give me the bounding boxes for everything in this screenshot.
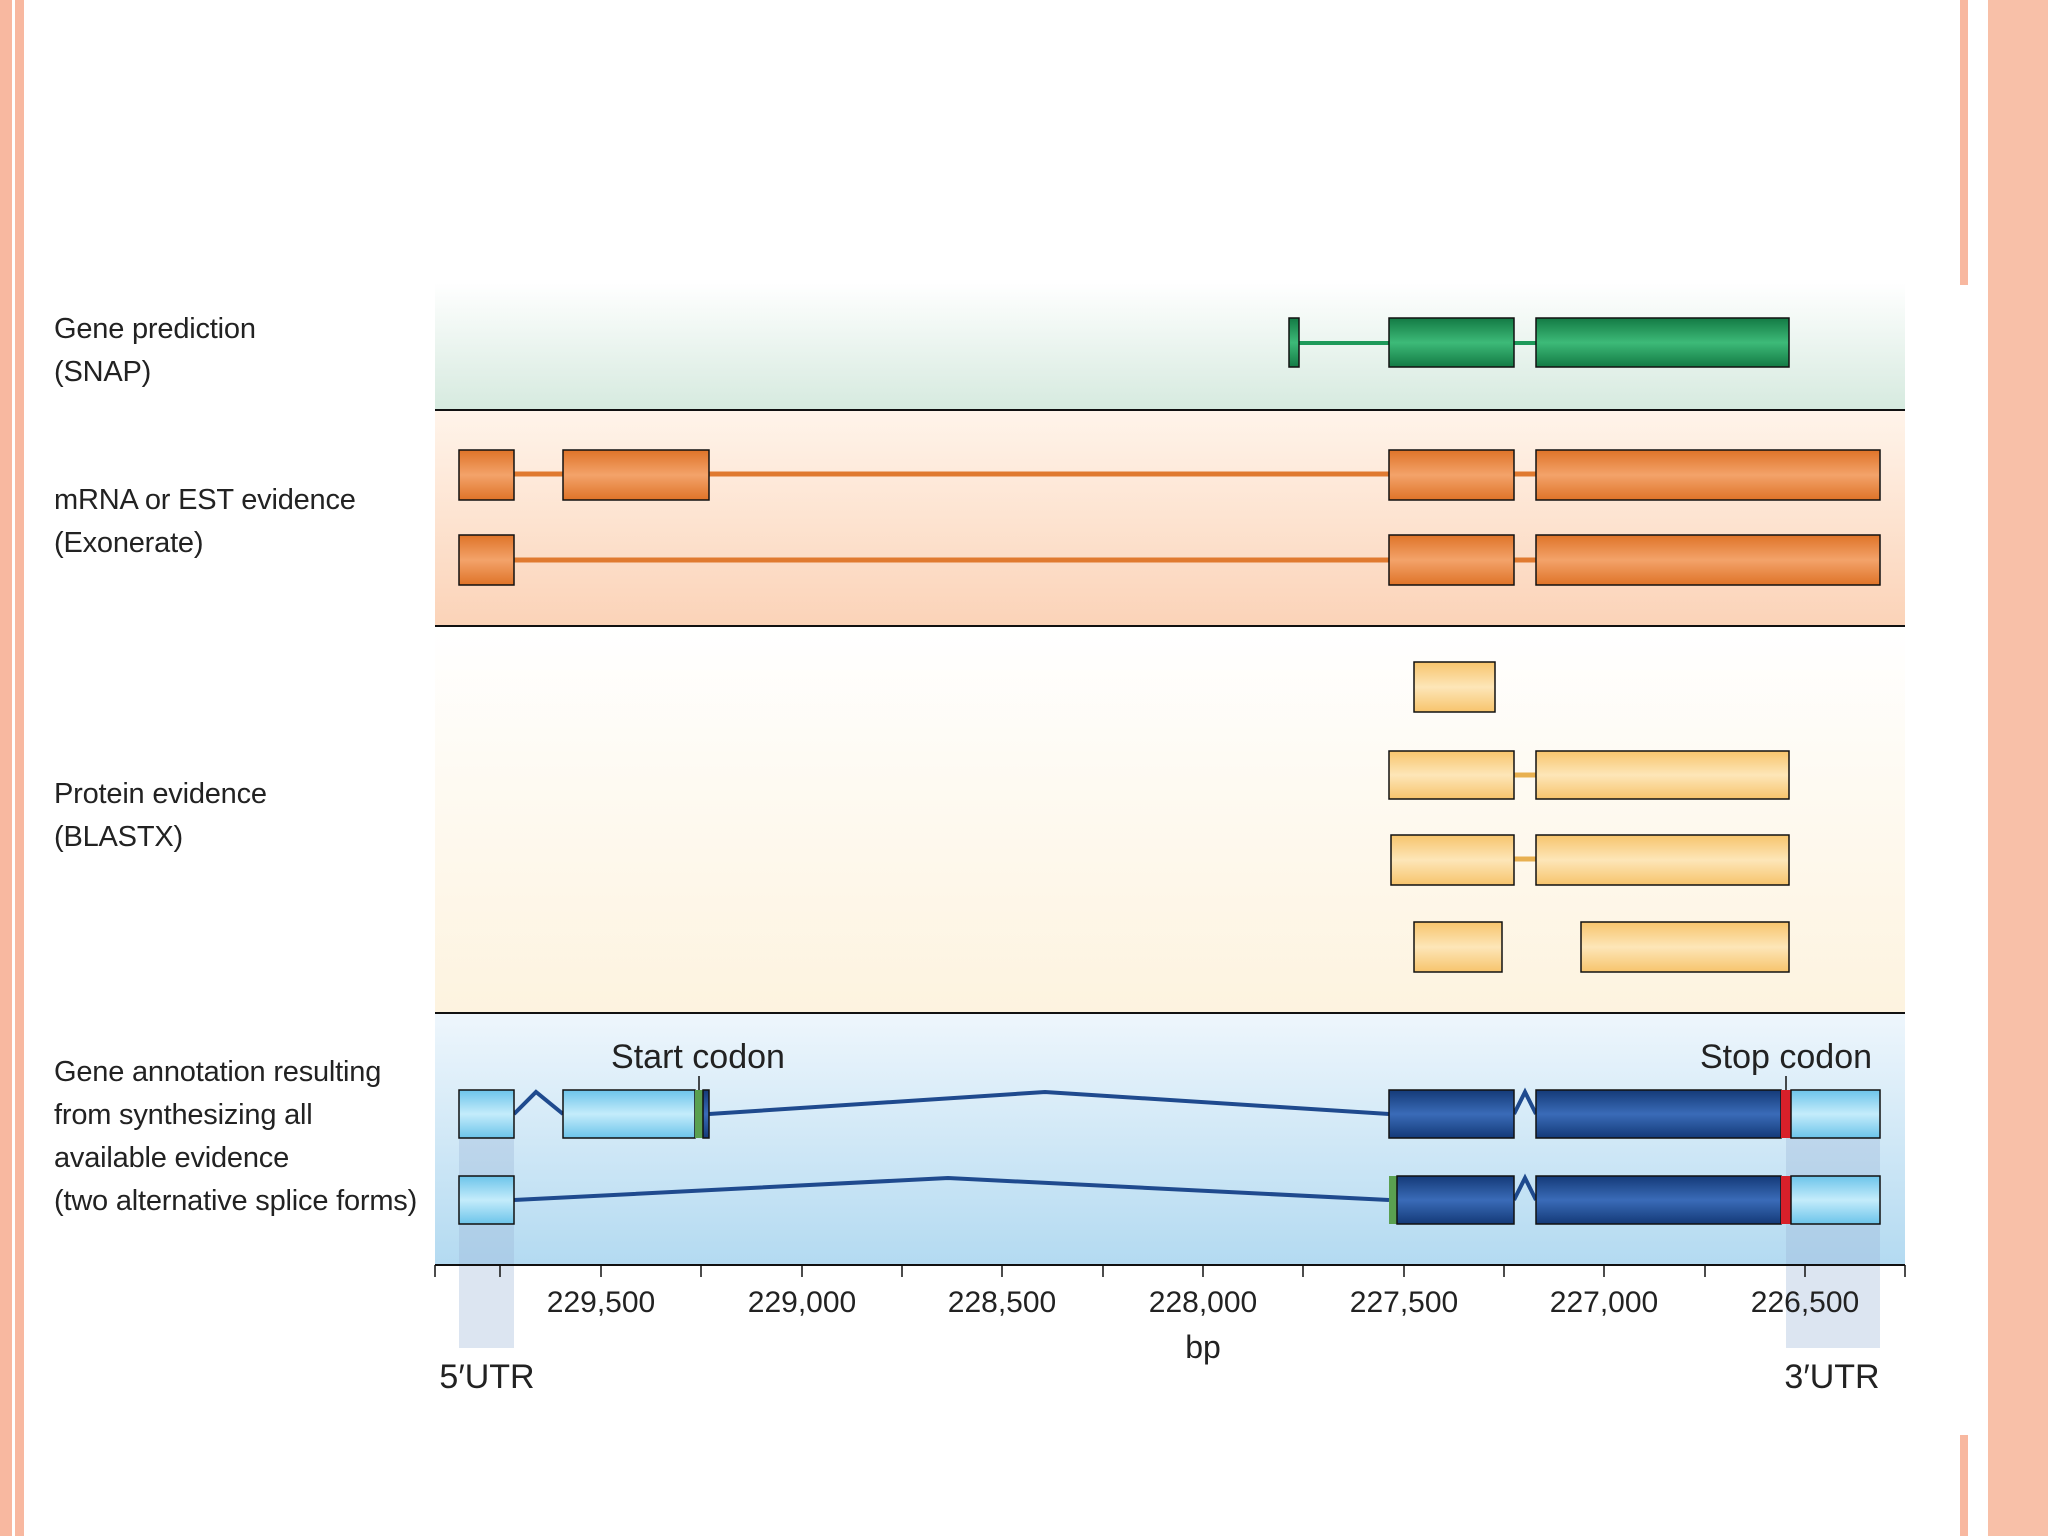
annotation-coding-exon <box>1388 1089 1515 1139</box>
snap-exon <box>1535 317 1790 368</box>
axis-tick-label: 228,000 <box>1149 1286 1257 1319</box>
stop-codon-mark <box>1781 1090 1791 1138</box>
stop-codon-mark <box>1781 1176 1791 1224</box>
right-border <box>1988 0 2048 1536</box>
right-border-gap <box>1978 0 1988 1536</box>
snap-track-label: Gene prediction (SNAP) <box>54 313 256 388</box>
annotation-intron <box>708 1089 1390 1116</box>
annotation-intron <box>1512 1087 1538 1115</box>
axis-tick-label: 227,000 <box>1550 1286 1658 1319</box>
annotation-coding-exon <box>1535 1089 1782 1139</box>
snap-exon <box>1388 317 1515 368</box>
annotation-utr-exon <box>562 1089 696 1139</box>
exonerate-track-background <box>435 411 1905 625</box>
left-border-gap <box>12 0 15 1536</box>
blastx-hit <box>1413 661 1496 713</box>
axis-tick-label: 229,000 <box>748 1286 856 1319</box>
axis-unit-label: bp <box>1185 1329 1221 1365</box>
annotation-utr-exon <box>1790 1089 1881 1139</box>
snap-exon <box>1288 317 1300 368</box>
blastx-hit <box>1580 921 1790 973</box>
utr5-highlight <box>459 1138 514 1348</box>
axis-tick-label: 229,500 <box>547 1286 655 1319</box>
start-codon-mark <box>1389 1176 1397 1224</box>
axis-tick-label: 226,500 <box>1751 1286 1859 1319</box>
blastx-hit <box>1535 750 1790 800</box>
annotation-coding-exon <box>1535 1175 1782 1225</box>
annotation-intron <box>1512 1173 1538 1201</box>
exonerate-exon <box>1535 534 1881 586</box>
annotation-coding-exon <box>702 1089 710 1139</box>
exonerate-exon <box>1535 449 1881 501</box>
blastx-hit <box>1390 834 1515 886</box>
utr3-label: 3′UTR <box>1784 1358 1879 1396</box>
start-codon-label: Start codon <box>611 1038 785 1076</box>
axis-major-ticks <box>499 1265 1806 1277</box>
annotation-intron <box>513 1175 1390 1202</box>
exonerate-track-label: mRNA or EST evidence (Exonerate) <box>54 484 356 559</box>
annotation-coding-exon <box>1396 1175 1515 1225</box>
exonerate-exon <box>1388 534 1515 586</box>
blastx-track-label: Protein evidence (BLASTX) <box>54 778 267 853</box>
annotation-utr-exon <box>1790 1175 1881 1225</box>
right-border-bar-bottom <box>1960 1435 1968 1536</box>
axis-minor-ticks <box>434 1265 1906 1277</box>
blastx-hit <box>1413 921 1503 973</box>
exonerate-exon <box>562 449 710 501</box>
axis-tick-label: 227,500 <box>1350 1286 1458 1319</box>
annotation-intron <box>512 1089 565 1116</box>
exonerate-exon <box>1388 449 1515 501</box>
annotation-utr-exon <box>458 1089 515 1139</box>
right-border-bar-top <box>1960 0 1968 285</box>
utr5-label: 5′UTR <box>439 1358 534 1396</box>
annotation-track-label: Gene annotation resulting from synthesiz… <box>54 1056 418 1217</box>
utr3-highlight <box>1786 1138 1880 1348</box>
blastx-hit <box>1388 750 1515 800</box>
exonerate-exon <box>458 534 515 586</box>
start-codon-mark <box>695 1090 703 1138</box>
annotation-utr-exon <box>458 1175 515 1225</box>
stop-codon-label: Stop codon <box>1700 1038 1872 1076</box>
axis-tick-label: 228,500 <box>948 1286 1056 1319</box>
blastx-hit <box>1535 834 1790 886</box>
exonerate-exon <box>458 449 515 501</box>
